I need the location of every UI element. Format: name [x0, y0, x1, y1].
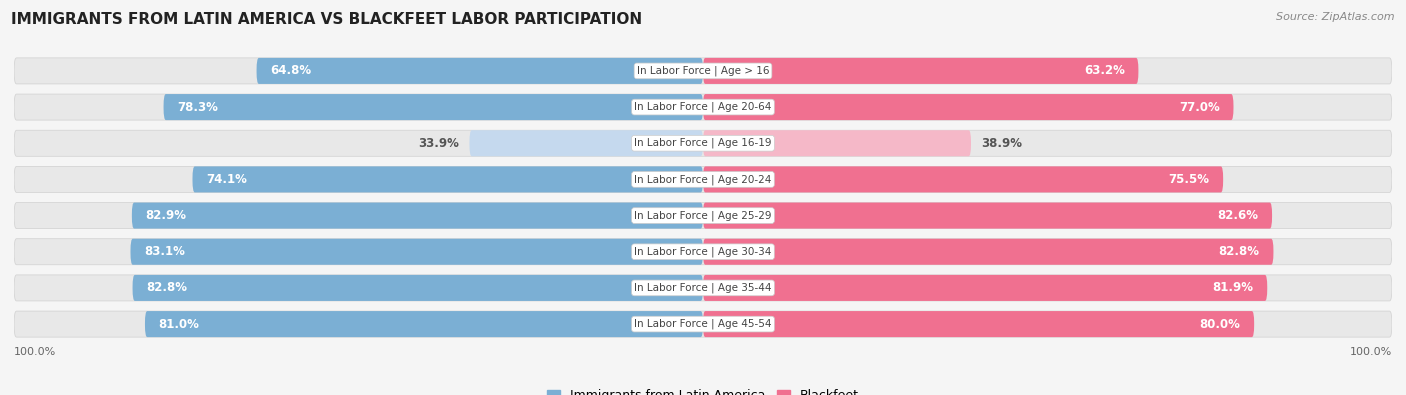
FancyBboxPatch shape: [703, 239, 1274, 265]
Text: 75.5%: 75.5%: [1168, 173, 1209, 186]
Text: 74.1%: 74.1%: [207, 173, 247, 186]
Text: 81.0%: 81.0%: [159, 318, 200, 331]
Text: In Labor Force | Age 25-29: In Labor Force | Age 25-29: [634, 210, 772, 221]
Text: 38.9%: 38.9%: [981, 137, 1022, 150]
FancyBboxPatch shape: [14, 58, 1392, 84]
Text: 83.1%: 83.1%: [145, 245, 186, 258]
Text: IMMIGRANTS FROM LATIN AMERICA VS BLACKFEET LABOR PARTICIPATION: IMMIGRANTS FROM LATIN AMERICA VS BLACKFE…: [11, 12, 643, 27]
Text: 82.6%: 82.6%: [1218, 209, 1258, 222]
Text: In Labor Force | Age 45-54: In Labor Force | Age 45-54: [634, 319, 772, 329]
FancyBboxPatch shape: [470, 130, 703, 156]
FancyBboxPatch shape: [703, 58, 1139, 84]
FancyBboxPatch shape: [14, 203, 1392, 229]
FancyBboxPatch shape: [193, 166, 703, 192]
Text: In Labor Force | Age 30-34: In Labor Force | Age 30-34: [634, 246, 772, 257]
Text: 100.0%: 100.0%: [14, 346, 56, 357]
FancyBboxPatch shape: [14, 275, 1392, 301]
FancyBboxPatch shape: [703, 166, 1223, 192]
FancyBboxPatch shape: [703, 275, 1267, 301]
FancyBboxPatch shape: [132, 275, 703, 301]
FancyBboxPatch shape: [145, 311, 703, 337]
Text: 63.2%: 63.2%: [1084, 64, 1125, 77]
FancyBboxPatch shape: [131, 239, 703, 265]
Text: 77.0%: 77.0%: [1180, 101, 1219, 114]
Text: In Labor Force | Age 16-19: In Labor Force | Age 16-19: [634, 138, 772, 149]
Text: 82.8%: 82.8%: [146, 281, 187, 294]
FancyBboxPatch shape: [14, 239, 1392, 265]
Text: In Labor Force | Age 20-64: In Labor Force | Age 20-64: [634, 102, 772, 112]
FancyBboxPatch shape: [14, 311, 1392, 337]
FancyBboxPatch shape: [14, 94, 1392, 120]
Text: 80.0%: 80.0%: [1199, 318, 1240, 331]
FancyBboxPatch shape: [14, 166, 1392, 192]
FancyBboxPatch shape: [163, 94, 703, 120]
FancyBboxPatch shape: [256, 58, 703, 84]
Text: 81.9%: 81.9%: [1212, 281, 1254, 294]
Text: 78.3%: 78.3%: [177, 101, 218, 114]
FancyBboxPatch shape: [703, 203, 1272, 229]
Text: 33.9%: 33.9%: [418, 137, 460, 150]
Legend: Immigrants from Latin America, Blackfeet: Immigrants from Latin America, Blackfeet: [543, 384, 863, 395]
Text: 82.9%: 82.9%: [146, 209, 187, 222]
FancyBboxPatch shape: [14, 130, 1392, 156]
FancyBboxPatch shape: [132, 203, 703, 229]
FancyBboxPatch shape: [703, 94, 1233, 120]
Text: 64.8%: 64.8%: [270, 64, 312, 77]
Text: In Labor Force | Age 20-24: In Labor Force | Age 20-24: [634, 174, 772, 185]
FancyBboxPatch shape: [703, 130, 972, 156]
Text: 100.0%: 100.0%: [1350, 346, 1392, 357]
Text: In Labor Force | Age > 16: In Labor Force | Age > 16: [637, 66, 769, 76]
FancyBboxPatch shape: [703, 311, 1254, 337]
Text: In Labor Force | Age 35-44: In Labor Force | Age 35-44: [634, 283, 772, 293]
Text: Source: ZipAtlas.com: Source: ZipAtlas.com: [1277, 12, 1395, 22]
Text: 82.8%: 82.8%: [1219, 245, 1260, 258]
